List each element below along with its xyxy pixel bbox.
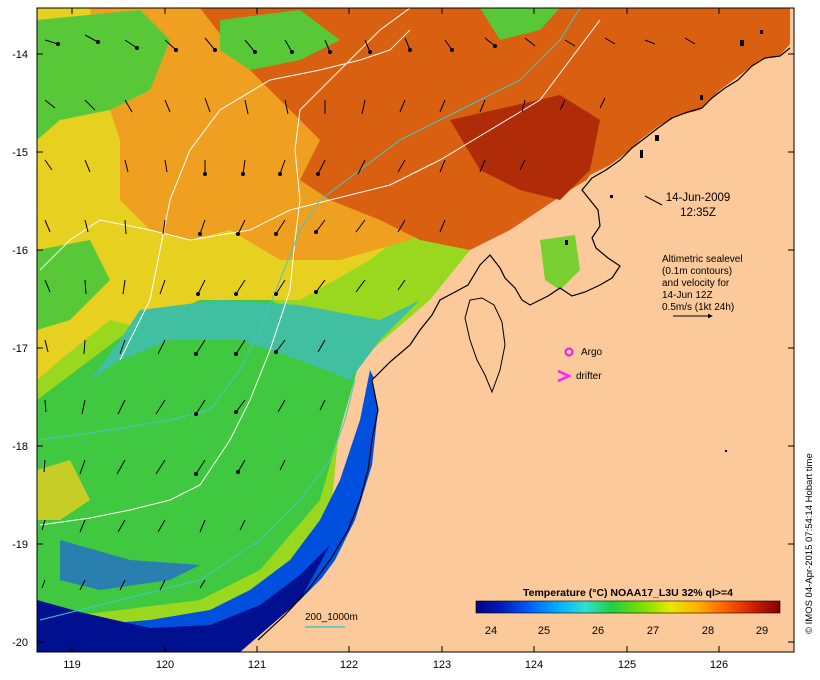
lon-label: 121	[248, 659, 266, 671]
colorbar-gradient	[475, 600, 781, 614]
longitude-labels: 119 120 121 122 123 124 125 126	[63, 659, 728, 671]
argo-label: Argo	[581, 347, 603, 358]
lat-label: -20	[12, 637, 28, 649]
colorbar-tick: 26	[592, 625, 604, 637]
colorbar-tick: 29	[756, 625, 768, 637]
latitude-labels: -14 -15 -16 -17 -18 -19 -20	[12, 49, 28, 649]
colorbar-tick: 24	[485, 625, 497, 637]
sst-field	[37, 8, 790, 652]
svg-text:Altimetric sealevel: Altimetric sealevel	[662, 254, 743, 265]
lon-label: 119	[63, 659, 81, 671]
sealevel-contours	[39, 8, 601, 526]
land-mass	[250, 8, 794, 652]
map-frame	[36, 7, 795, 653]
lat-label: -15	[12, 147, 28, 159]
colorbar: Temperature (°C) NOAA17_L3U 32% ql>=4 24…	[475, 587, 781, 637]
svg-text:14-Jun 12Z: 14-Jun 12Z	[662, 290, 713, 301]
drifter-label: drifter	[576, 371, 602, 382]
lat-label: -16	[12, 245, 28, 257]
date-leader	[644, 195, 663, 206]
lon-label: 126	[710, 659, 728, 671]
time-label: 12:35Z	[680, 207, 716, 219]
colorbar-tick: 27	[647, 625, 659, 637]
axis-ticks	[37, 8, 794, 652]
date-label: 14-Jun-2009	[666, 192, 731, 204]
lon-label: 124	[525, 659, 543, 671]
drifter-marker-icon	[557, 369, 573, 383]
bathy-label: 200_1000m	[305, 612, 358, 623]
sealevel-legend: Altimetric sealevel (0.1m contours) and …	[662, 254, 743, 319]
colorbar-title: Temperature (°C) NOAA17_L3U 32% ql>=4	[523, 587, 733, 599]
svg-text:and velocity for: and velocity for	[662, 278, 730, 289]
argo-marker-icon	[564, 347, 574, 357]
lon-label: 122	[340, 659, 358, 671]
isobath-lines	[39, 8, 581, 621]
lat-label: -18	[12, 441, 28, 453]
colorbar-tick: 25	[538, 625, 550, 637]
velocity-vectors	[41, 34, 696, 591]
colorbar-tick: 28	[702, 625, 714, 637]
lon-label: 123	[433, 659, 451, 671]
lat-label: -14	[12, 49, 28, 61]
svg-text:(0.1m contours): (0.1m contours)	[662, 266, 732, 277]
lon-label: 125	[618, 659, 636, 671]
lon-label: 120	[156, 659, 174, 671]
credit-text: © IMOS 04-Apr-2015 07:54:14 Hobart time	[804, 453, 815, 634]
lat-label: -17	[12, 343, 28, 355]
lat-label: -19	[12, 539, 28, 551]
svg-text:0.5m/s (1kt 24h): 0.5m/s (1kt 24h)	[662, 302, 734, 313]
